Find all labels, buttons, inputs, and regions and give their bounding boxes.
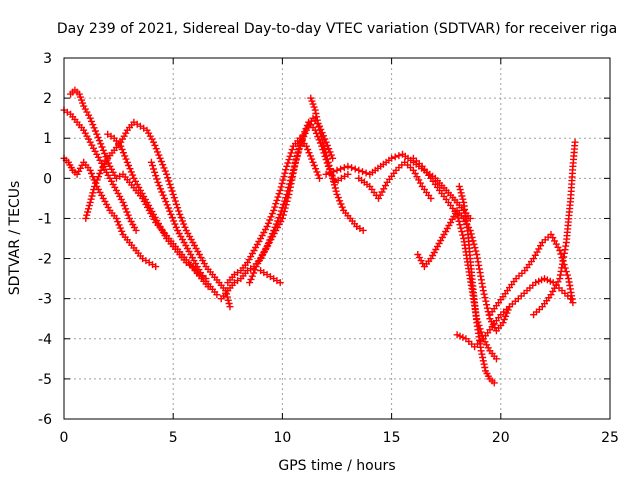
axis-ticks — [63, 57, 611, 420]
data-series-points — [147, 158, 221, 299]
x-tick-label: 15 — [383, 430, 401, 446]
data-series-points — [257, 267, 284, 287]
data-series-points — [82, 118, 234, 311]
y-tick-label: -6 — [38, 412, 52, 428]
data-series-points — [530, 138, 579, 319]
y-tick-label: -4 — [38, 332, 52, 348]
y-axis-label: SDTVAR / TECUs — [7, 181, 23, 296]
x-axis-label: GPS time / hours — [278, 458, 395, 474]
x-tick-label: 5 — [169, 430, 178, 446]
y-tick-label: 0 — [43, 171, 52, 187]
y-tick-label: 3 — [43, 51, 52, 67]
x-tick-label: 25 — [601, 430, 619, 446]
y-tick-label: -2 — [38, 252, 52, 268]
y-tick-label: -1 — [38, 211, 52, 227]
grid-lines — [64, 58, 610, 419]
x-tick-label: 10 — [273, 430, 291, 446]
data-series-points — [355, 158, 435, 202]
y-tick-label: -5 — [38, 372, 52, 388]
x-tick-label: 0 — [60, 430, 69, 446]
data-series-points — [307, 94, 367, 234]
data-series-points — [453, 275, 575, 351]
y-tick-label: -3 — [38, 292, 52, 308]
data-series-points — [224, 134, 324, 287]
chart-title: Day 239 of 2021, Sidereal Day-to-day VTE… — [57, 21, 617, 37]
y-tick-label: 1 — [43, 131, 52, 147]
y-tick-label: 2 — [43, 91, 52, 107]
x-tick-label: 20 — [492, 430, 510, 446]
data-series-points — [104, 130, 210, 283]
data-points — [60, 86, 579, 387]
tick-labels: 0 5 10 15 20 25 -6 -5 -4 -3 -2 -1 0 1 2 3 — [38, 51, 619, 446]
plot-frame — [63, 57, 611, 420]
